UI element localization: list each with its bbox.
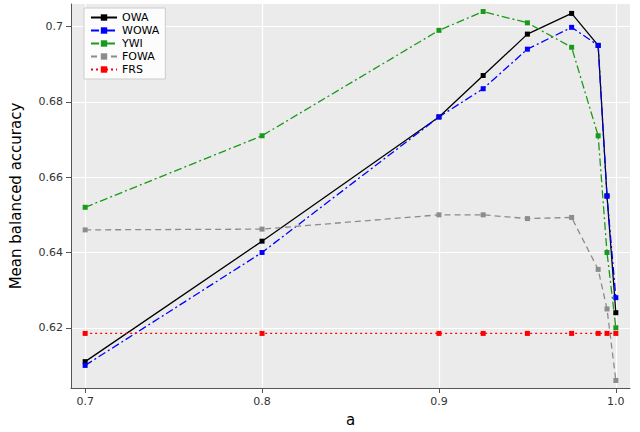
svg-text:OWA: OWA [122, 11, 149, 24]
svg-text:FOWA: FOWA [122, 50, 155, 63]
svg-text:a: a [346, 411, 355, 429]
svg-text:Mean balanced accuracy: Mean balanced accuracy [7, 103, 25, 290]
svg-text:0.66: 0.66 [39, 171, 64, 184]
svg-text:0.8: 0.8 [253, 395, 271, 408]
svg-text:0.7: 0.7 [46, 20, 64, 33]
svg-text:0.62: 0.62 [39, 321, 64, 334]
svg-text:0.7: 0.7 [76, 395, 94, 408]
svg-text:1.0: 1.0 [607, 395, 625, 408]
svg-text:WOWA: WOWA [122, 24, 160, 37]
svg-text:FRS: FRS [122, 63, 143, 76]
svg-text:0.68: 0.68 [39, 95, 64, 108]
svg-text:0.64: 0.64 [39, 246, 64, 259]
svg-text:0.9: 0.9 [430, 395, 448, 408]
svg-text:YWI: YWI [121, 37, 143, 50]
